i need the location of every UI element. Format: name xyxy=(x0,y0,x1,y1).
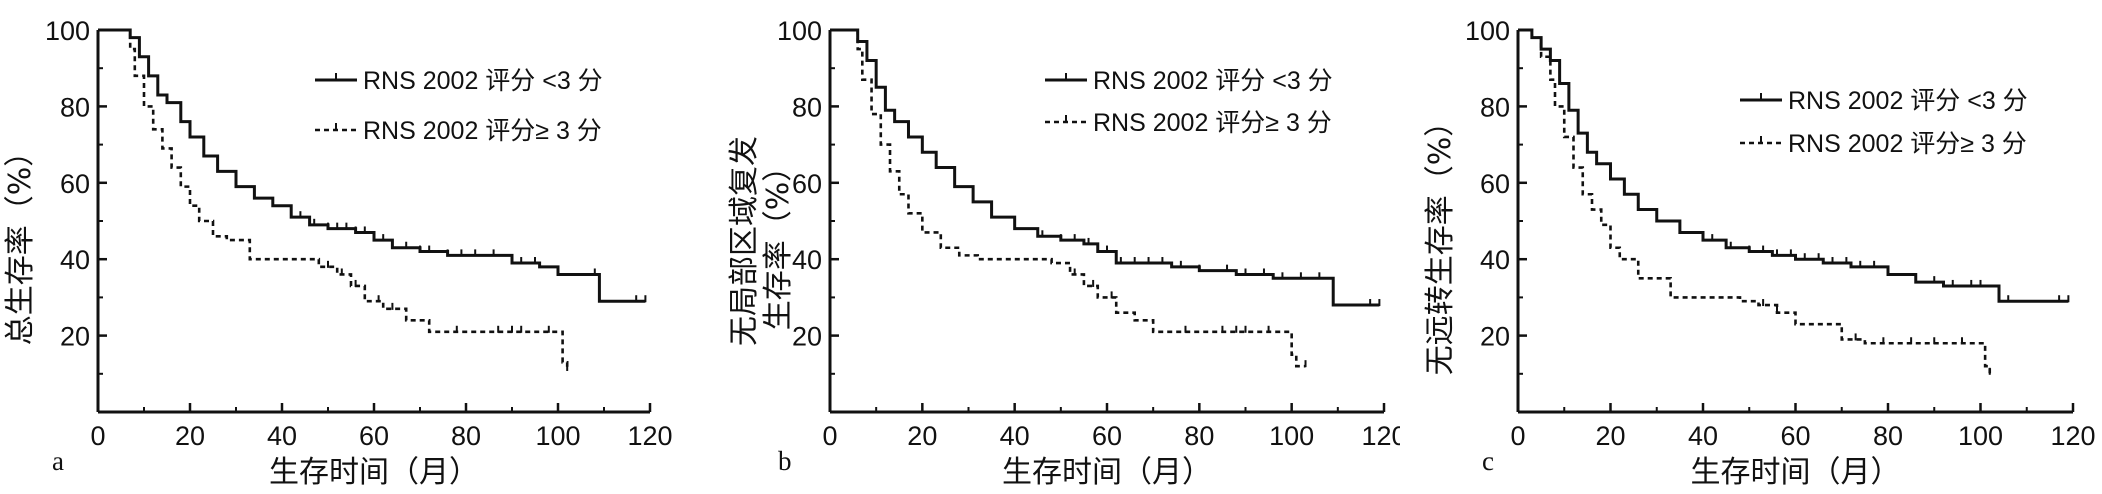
chart-panel-a: 0 20 40 60 80 100 120 20 40 60 80 100 生存时间（月） 总生存率（%）… xyxy=(0,0,700,494)
chart-panel-b: 0 20 40 60 80 100 120 20 40 60 80 100 生存时间（月） 无局部区域复发… xyxy=(700,0,1400,494)
series-line-score-lt-3 xyxy=(98,28,646,303)
x-tick-label: 60 xyxy=(1780,421,1810,451)
x-tick-label: 20 xyxy=(907,421,937,451)
x-tick-label: 0 xyxy=(822,421,837,451)
legend-label: RNS 2002 评分 <3 分 xyxy=(1093,67,1333,95)
panel-letter: b xyxy=(778,446,792,476)
series-line-score-ge-3 xyxy=(1518,28,1992,374)
x-tick-label: 40 xyxy=(1000,421,1030,451)
chart-svg-b: 0 20 40 60 80 100 120 20 40 60 80 100 生存时间（月） 无局部区域复发… xyxy=(727,16,1400,490)
y-axis-label: 总生存率（%） xyxy=(3,137,38,346)
legend-label: RNS 2002 评分≥ 3 分 xyxy=(1788,130,2027,158)
x-tick-label: 100 xyxy=(535,421,580,451)
legend-label: RNS 2002 评分≥ 3 分 xyxy=(363,117,602,145)
panel-letter: c xyxy=(1482,446,1494,476)
x-tick-label: 60 xyxy=(1092,421,1122,451)
series-line-score-ge-3 xyxy=(98,28,569,370)
chart-svg-a: 0 20 40 60 80 100 120 20 40 60 80 100 生存时间（月） 总生存率（%）… xyxy=(3,16,673,490)
series-line-score-lt-3 xyxy=(830,28,1380,307)
y-tick-label: 100 xyxy=(777,16,822,46)
y-tick-label: 80 xyxy=(1480,92,1510,122)
x-tick-label: 100 xyxy=(1958,421,2003,451)
y-tick-label: 40 xyxy=(60,245,90,275)
chart-panel-c: 0 20 40 60 80 100 120 20 40 60 80 100 生存时间（月） 无远转生存率（… xyxy=(1400,0,2100,494)
y-tick-label: 80 xyxy=(60,92,90,122)
y-tick-label: 20 xyxy=(792,322,822,352)
y-tick-label: 60 xyxy=(1480,169,1510,199)
x-tick-label: 20 xyxy=(175,421,205,451)
y-axis-label-line2: 生存率（%） xyxy=(761,152,796,331)
y-axis-label: 无远转生存率（%） xyxy=(1423,107,1458,376)
x-tick-label: 120 xyxy=(627,421,672,451)
x-tick-label: 100 xyxy=(1269,421,1314,451)
legend-label: RNS 2002 评分≥ 3 分 xyxy=(1093,109,1332,137)
y-tick-label: 100 xyxy=(45,16,90,46)
x-tick-label: 80 xyxy=(1873,421,1903,451)
y-tick-label: 40 xyxy=(792,245,822,275)
x-tick-label: 0 xyxy=(90,421,105,451)
x-tick-label: 120 xyxy=(2050,421,2095,451)
series-line-score-lt-3 xyxy=(1518,28,2069,303)
y-tick-label: 80 xyxy=(792,92,822,122)
x-tick-label: 20 xyxy=(1595,421,1625,451)
y-tick-label: 60 xyxy=(792,169,822,199)
x-tick-label: 40 xyxy=(267,421,297,451)
x-tick-label: 40 xyxy=(1688,421,1718,451)
y-tick-label: 40 xyxy=(1480,245,1510,275)
x-axis-label: 生存时间（月） xyxy=(1691,455,1901,490)
chart-svg-c: 0 20 40 60 80 100 120 20 40 60 80 100 生存时间（月） 无远转生存率（… xyxy=(1423,16,2096,490)
y-tick-label: 60 xyxy=(60,169,90,199)
series-line-score-ge-3 xyxy=(830,28,1306,368)
y-tick-label: 20 xyxy=(60,322,90,352)
y-tick-label: 20 xyxy=(1480,322,1510,352)
x-tick-label: 120 xyxy=(1361,421,1400,451)
x-axis-label: 生存时间（月） xyxy=(1002,455,1212,490)
y-tick-label: 100 xyxy=(1465,16,1510,46)
x-axis-label: 生存时间（月） xyxy=(269,455,479,490)
x-tick-label: 80 xyxy=(1184,421,1214,451)
x-tick-label: 0 xyxy=(1510,421,1525,451)
legend-label: RNS 2002 评分 <3 分 xyxy=(363,67,603,95)
x-tick-label: 80 xyxy=(451,421,481,451)
panel-letter: a xyxy=(52,446,64,476)
legend-label: RNS 2002 评分 <3 分 xyxy=(1788,87,2028,115)
y-axis-label-line1: 无局部区域复发 xyxy=(727,136,762,346)
x-tick-label: 60 xyxy=(359,421,389,451)
